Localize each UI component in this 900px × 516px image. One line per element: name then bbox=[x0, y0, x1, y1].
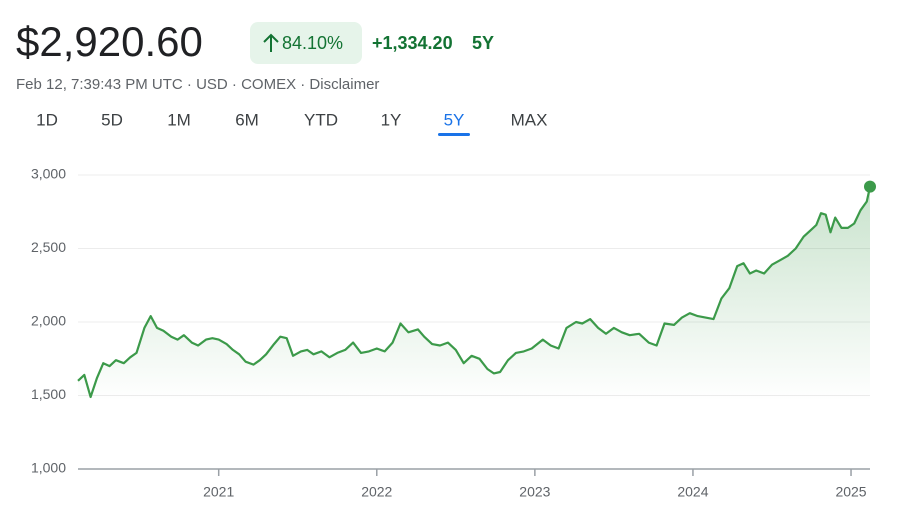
x-tick-label: 2024 bbox=[677, 484, 708, 500]
x-tick-label: 2021 bbox=[203, 484, 234, 500]
x-tick-label: 2022 bbox=[361, 484, 392, 500]
tab[interactable]: 5Y bbox=[444, 110, 465, 129]
change-badge bbox=[250, 22, 362, 64]
x-tick-label: 2025 bbox=[835, 484, 866, 500]
tab[interactable]: 1Y bbox=[381, 110, 402, 129]
y-tick-label: 1,000 bbox=[31, 460, 66, 476]
y-tick-label: 3,000 bbox=[31, 166, 66, 182]
tab[interactable]: YTD bbox=[304, 110, 338, 129]
y-tick-label: 2,000 bbox=[31, 313, 66, 329]
area bbox=[78, 186, 870, 401]
tab-underline bbox=[438, 133, 470, 136]
change-period: 5Y bbox=[472, 33, 494, 53]
tab[interactable]: 5D bbox=[101, 110, 123, 129]
end-dot bbox=[864, 180, 876, 193]
y-tick-label: 1,500 bbox=[31, 386, 66, 402]
price-line bbox=[77, 186, 872, 399]
price: $2,920.60 bbox=[16, 18, 203, 65]
up-arrow bbox=[263, 33, 279, 52]
change-value: +1,334.20 bbox=[372, 33, 453, 53]
meta: Feb 12, 7:39:43 PM UTC · USD · COMEX · D… bbox=[16, 76, 379, 93]
tab[interactable]: 6M bbox=[235, 110, 259, 129]
tab[interactable]: 1D bbox=[36, 110, 58, 129]
tab[interactable]: MAX bbox=[511, 110, 548, 129]
change-percent: 84.10% bbox=[282, 33, 343, 53]
x-tick-label: 2023 bbox=[519, 484, 550, 500]
y-tick-label: 2,500 bbox=[31, 239, 66, 255]
tab[interactable]: 1M bbox=[167, 110, 191, 129]
